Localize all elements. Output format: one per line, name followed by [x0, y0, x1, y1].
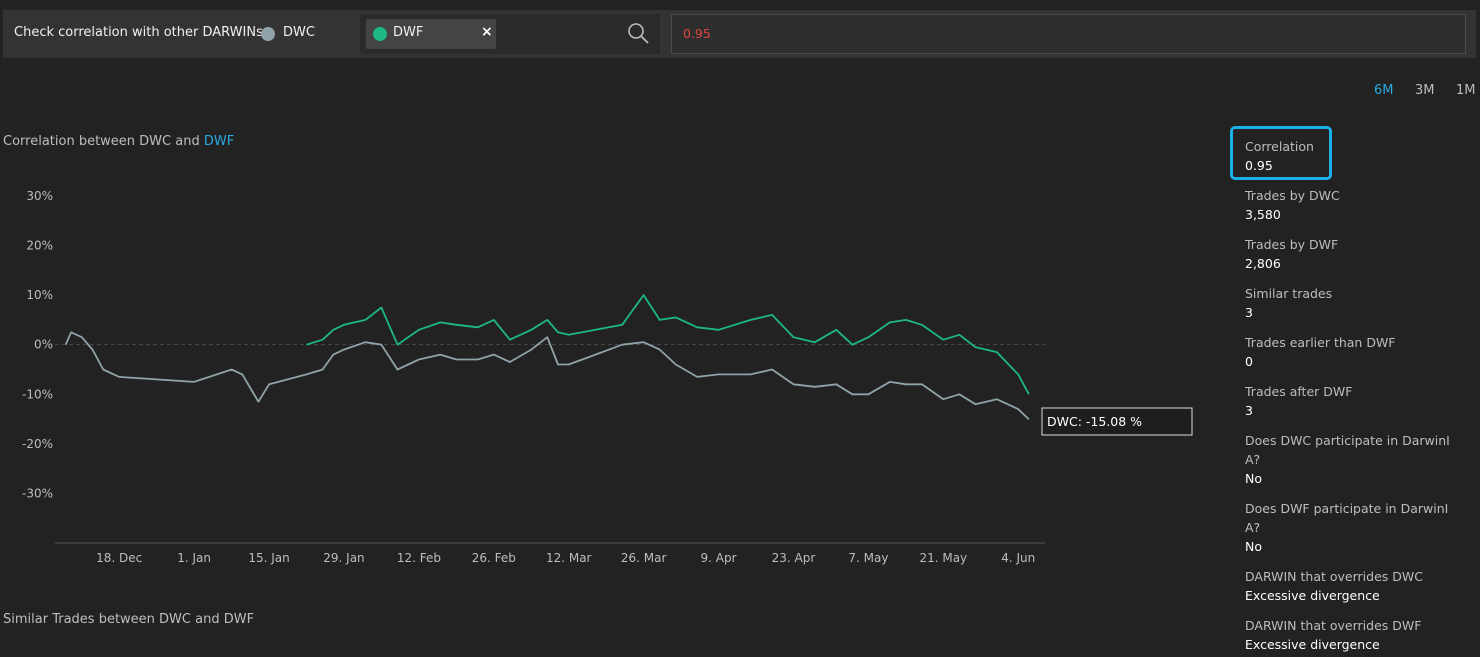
- stat: DARWIN that overrides DWC Excessive diver…: [1245, 567, 1455, 605]
- search-icon[interactable]: [627, 22, 651, 46]
- stat: Trades after DWF 3: [1245, 382, 1455, 420]
- y-tick-label: -10%: [22, 387, 53, 401]
- chart-title-text: Correlation between DWC and: [3, 134, 200, 149]
- stat-value: 2,806: [1245, 256, 1281, 271]
- tooltip-text: DWC: -15.08 %: [1047, 414, 1142, 429]
- stat: Trades by DWC 3,580: [1245, 186, 1455, 224]
- chart: 30% 20% 10% 0% -10% -20% -30% 18. Dec 1. Jan 15. …: [22, 189, 1193, 565]
- stat-value: 0: [1245, 354, 1253, 369]
- selected-chip: DWF ×: [366, 19, 496, 49]
- period-button[interactable]: 6M: [1374, 83, 1394, 98]
- stat: Does DWF participate in DarwinIA? No: [1245, 499, 1455, 556]
- stat: Trades by DWF 2,806: [1245, 235, 1455, 273]
- period-button[interactable]: 1M: [1456, 83, 1476, 98]
- stat-label: Trades by DWF: [1245, 237, 1339, 252]
- stat-label: DARWIN that overrides DWC: [1245, 569, 1423, 584]
- stat-value: Excessive divergence: [1245, 588, 1380, 603]
- toolbar: Check correlation with other DARWINs: DW…: [3, 10, 1476, 58]
- x-tick-label: 18. Dec: [96, 551, 142, 565]
- stat: Correlation 0.95: [1245, 137, 1455, 175]
- series-line: [306, 294, 1030, 395]
- stat-value: 3,580: [1245, 207, 1281, 222]
- stat-value: 3: [1245, 305, 1253, 320]
- x-tick-label: 1. Jan: [177, 551, 211, 565]
- x-tick-label: 15. Jan: [248, 551, 289, 565]
- stat-label: Does DWC participate in DarwinIA?: [1245, 433, 1450, 467]
- series-line: [64, 331, 1030, 421]
- stat: Similar trades 3: [1245, 284, 1455, 322]
- x-tick-label: 29. Jan: [323, 551, 364, 565]
- stat-value: 3: [1245, 403, 1253, 418]
- correlation-input[interactable]: 0.95: [671, 14, 1466, 54]
- y-tick-label: 20%: [26, 239, 53, 253]
- stat: Does DWC participate in DarwinIA? No: [1245, 431, 1455, 488]
- stat-label: Correlation: [1245, 139, 1314, 154]
- legend-label: DWF: [393, 25, 424, 40]
- y-tick-label: 30%: [26, 189, 53, 203]
- toolbar-label: Check correlation with other DARWINs:: [14, 25, 268, 40]
- section-title: Similar Trades between DWC and DWF: [3, 612, 255, 627]
- y-tick-label: -30%: [22, 486, 53, 500]
- y-tick-label: 0%: [34, 338, 53, 352]
- highlight-box: [1230, 126, 1332, 180]
- legend-dot: [261, 27, 275, 41]
- x-tick-label: 9. Apr: [701, 551, 737, 565]
- stat-label: DARWIN that overrides DWF: [1245, 618, 1422, 633]
- chart-title: Correlation between DWC and DWF: [3, 134, 234, 149]
- stat-label: Similar trades: [1245, 286, 1333, 301]
- x-tick-label: 26. Feb: [472, 551, 516, 565]
- x-tick-label: 21. May: [919, 551, 967, 565]
- stat-value: No: [1245, 471, 1262, 486]
- stat-label: Trades earlier than DWF: [1245, 335, 1396, 350]
- legend-label: DWC: [283, 25, 315, 40]
- remove-button[interactable]: ×: [481, 24, 493, 40]
- stat-value: No: [1245, 539, 1262, 554]
- x-tick-label: 4. Jun: [1001, 551, 1035, 565]
- x-tick-label: 23. Apr: [772, 551, 816, 565]
- y-tick-label: 10%: [26, 288, 53, 302]
- x-tick-label: 12. Feb: [397, 551, 441, 565]
- tooltip-box: [1041, 407, 1193, 436]
- x-tick-label: 26. Mar: [621, 551, 667, 565]
- stat-label: Does DWF participate in DarwinIA?: [1245, 501, 1449, 535]
- stat-value: 0.95: [1245, 158, 1273, 173]
- x-tick-label: 7. May: [848, 551, 888, 565]
- y-tick-label: -20%: [22, 437, 53, 451]
- chart-title-highlight: DWF: [203, 134, 235, 149]
- stat: DARWIN that overrides DWF Excessive diver…: [1245, 616, 1455, 654]
- stat-label: Trades after DWF: [1245, 384, 1353, 399]
- stat: Trades earlier than DWF 0: [1245, 333, 1455, 371]
- input-value: 0.95: [683, 26, 711, 41]
- stat-value: Excessive divergence: [1245, 637, 1380, 652]
- stat-label: Trades by DWC: [1245, 188, 1340, 203]
- legend-dot: [373, 27, 387, 41]
- x-tick-label: 12. Mar: [546, 551, 592, 565]
- period-button[interactable]: 3M: [1415, 83, 1435, 98]
